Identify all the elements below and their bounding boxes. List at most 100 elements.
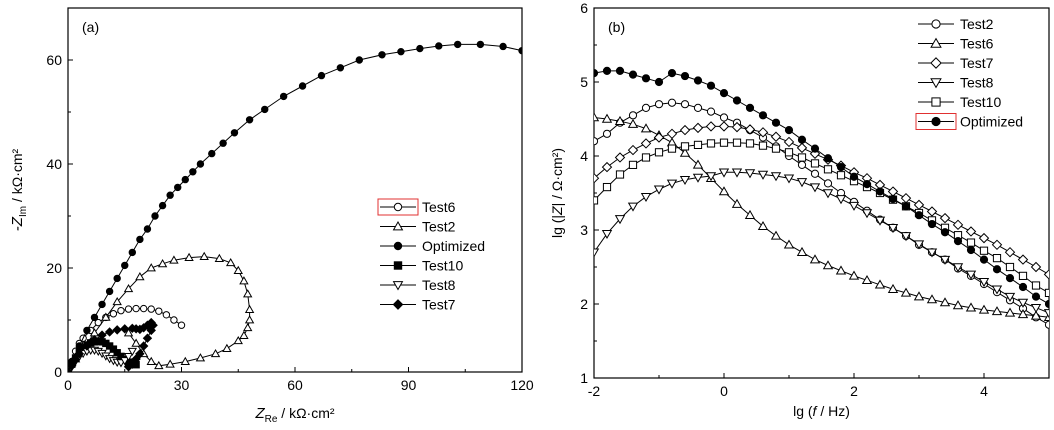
data-point bbox=[641, 74, 651, 83]
data-point bbox=[239, 330, 249, 339]
data-point bbox=[680, 142, 690, 151]
data-point bbox=[887, 186, 899, 197]
data-point bbox=[1044, 299, 1049, 309]
series-layer bbox=[594, 66, 1049, 329]
data-point bbox=[233, 335, 243, 345]
data-point bbox=[836, 163, 846, 172]
data-point bbox=[298, 82, 307, 90]
data-point bbox=[809, 183, 821, 193]
legend-label: Test10 bbox=[422, 258, 463, 274]
data-point bbox=[654, 148, 664, 157]
data-point bbox=[89, 335, 100, 345]
data-point bbox=[913, 240, 925, 250]
data-point bbox=[744, 169, 756, 179]
data-point bbox=[757, 170, 769, 180]
y-tick-label: 0 bbox=[54, 364, 62, 380]
data-point bbox=[499, 42, 507, 51]
data-point bbox=[835, 265, 847, 275]
data-point bbox=[758, 141, 768, 150]
data-point bbox=[180, 356, 190, 365]
y-tick-label: 4 bbox=[580, 148, 588, 164]
data-point bbox=[1017, 309, 1029, 319]
data-point bbox=[208, 149, 216, 158]
data-point bbox=[189, 168, 197, 176]
data-point bbox=[112, 296, 122, 306]
data-point bbox=[679, 147, 691, 157]
x-tick-label: 120 bbox=[510, 377, 534, 393]
data-point bbox=[692, 159, 704, 169]
data-point bbox=[615, 66, 625, 76]
data-point bbox=[68, 361, 77, 371]
data-point bbox=[900, 287, 912, 297]
data-point bbox=[165, 359, 175, 368]
data-point bbox=[718, 168, 730, 178]
data-point bbox=[939, 212, 951, 224]
data-point bbox=[952, 300, 964, 310]
data-point bbox=[1004, 292, 1016, 302]
data-point bbox=[874, 279, 886, 289]
data-point bbox=[692, 173, 704, 183]
x-axis-label: ZRe / kΩ·cm² bbox=[254, 405, 334, 425]
data-point bbox=[666, 128, 678, 140]
data-point bbox=[594, 112, 600, 122]
legend-marker bbox=[393, 202, 403, 212]
data-point bbox=[810, 144, 820, 153]
legend-highlight-box bbox=[377, 198, 419, 216]
data-point bbox=[757, 220, 769, 231]
data-point bbox=[1005, 274, 1015, 283]
data-point bbox=[667, 144, 677, 153]
data-point bbox=[991, 239, 1003, 251]
data-point bbox=[965, 270, 977, 280]
data-point bbox=[146, 325, 156, 336]
data-point bbox=[875, 187, 885, 196]
data-point bbox=[1043, 269, 1049, 280]
data-point bbox=[706, 81, 716, 90]
data-point bbox=[230, 129, 239, 137]
data-point bbox=[861, 209, 873, 219]
data-point bbox=[317, 71, 326, 80]
data-point bbox=[128, 248, 137, 257]
panel-label: (b) bbox=[608, 19, 625, 35]
data-point bbox=[614, 215, 626, 225]
data-point bbox=[594, 137, 599, 146]
data-point bbox=[783, 136, 795, 148]
data-point bbox=[784, 126, 794, 135]
data-point bbox=[640, 192, 652, 203]
data-point bbox=[105, 287, 114, 296]
data-point bbox=[978, 278, 990, 288]
legend-label: Optimized bbox=[422, 238, 485, 254]
data-point bbox=[245, 116, 254, 124]
nyquist-panel: 0 30 60 90 1200204060(a)Test6Test2OptimizedT… bbox=[9, 7, 534, 425]
data-point bbox=[120, 357, 130, 366]
data-point bbox=[113, 274, 121, 283]
legend-label: Test2 bbox=[960, 16, 994, 32]
data-point bbox=[109, 310, 118, 318]
data-point bbox=[953, 237, 963, 246]
data-point bbox=[848, 270, 860, 280]
data-point bbox=[978, 232, 990, 244]
data-point bbox=[132, 304, 140, 313]
data-point bbox=[770, 131, 782, 142]
data-point bbox=[640, 138, 652, 149]
series-line bbox=[594, 117, 1049, 318]
data-point bbox=[127, 347, 138, 357]
data-point bbox=[136, 235, 144, 244]
data-point bbox=[199, 251, 209, 260]
data-point bbox=[146, 356, 156, 365]
x-axis-label: lg (f / Hz) bbox=[793, 403, 850, 419]
data-point bbox=[146, 263, 156, 272]
data-point bbox=[797, 160, 807, 169]
legend-label: Test8 bbox=[422, 277, 456, 293]
data-point bbox=[97, 330, 107, 340]
data-point bbox=[965, 302, 977, 312]
data-point bbox=[823, 165, 833, 174]
y-tick-label: 20 bbox=[46, 260, 62, 276]
data-point bbox=[614, 115, 626, 125]
series-test7 bbox=[594, 121, 1049, 280]
data-point bbox=[155, 307, 163, 315]
data-point bbox=[679, 124, 691, 136]
data-point bbox=[602, 66, 612, 76]
data-point bbox=[745, 103, 755, 113]
data-point bbox=[731, 168, 743, 178]
data-point bbox=[913, 291, 925, 301]
